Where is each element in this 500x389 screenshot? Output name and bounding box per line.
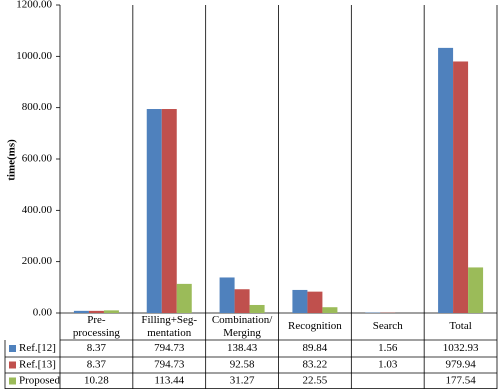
x-tick-label: Total — [449, 320, 472, 332]
legend-label: Ref.[13] — [19, 359, 56, 371]
table-value: 92.58 — [230, 359, 255, 371]
y-tick-label: 400.00 — [22, 204, 53, 216]
table-value: 89.84 — [303, 342, 328, 354]
table-value: 794.73 — [154, 342, 185, 354]
y-tick-label: 800.00 — [22, 101, 53, 113]
bar — [73, 310, 89, 313]
y-tick-label: 1000.00 — [16, 50, 52, 62]
legend-label: Ref.[12] — [19, 342, 56, 354]
table-value: 10.28 — [84, 375, 109, 387]
table-value: 113.44 — [154, 375, 184, 387]
legend-swatch — [9, 345, 16, 352]
bar — [234, 289, 250, 313]
x-tick-label: Combination/ Merging — [211, 313, 273, 339]
table-value: 1032.93 — [443, 342, 479, 354]
y-tick-label: 600.00 — [22, 153, 53, 165]
legend-swatch — [9, 361, 16, 369]
y-tick-label: 1200.00 — [16, 0, 52, 11]
table-value: 22.55 — [303, 375, 328, 387]
bar — [322, 307, 338, 313]
table-value: 8.37 — [87, 342, 107, 354]
bar — [307, 291, 323, 313]
table-value: 177.54 — [445, 375, 476, 387]
bar — [249, 304, 265, 313]
bar — [453, 61, 469, 313]
bar — [176, 283, 192, 313]
table-value: 1.56 — [378, 342, 398, 354]
bar — [438, 47, 454, 314]
table-value: 83.22 — [303, 359, 328, 371]
y-tick-label: 0.00 — [33, 307, 53, 319]
x-tick-label: Pre- processing — [72, 313, 120, 339]
bar — [103, 310, 119, 313]
y-axis-label: time(ms) — [6, 139, 18, 181]
bar — [219, 277, 235, 313]
x-tick-label: Search — [372, 320, 403, 332]
bar — [146, 109, 162, 313]
table-value: 794.73 — [154, 359, 185, 371]
bar — [88, 310, 104, 313]
table-value: 8.37 — [87, 359, 107, 371]
table-value: 31.27 — [230, 375, 255, 387]
table-value: 138.43 — [227, 342, 258, 354]
bar — [292, 289, 308, 313]
legend-label: Proposed — [19, 375, 60, 387]
bar — [468, 267, 484, 313]
x-tick-label: Filling+Seg- mentation — [141, 313, 198, 339]
table-value: 1.03 — [378, 359, 398, 371]
bar — [161, 109, 177, 313]
legend-swatch — [9, 377, 16, 385]
table-value: 979.94 — [445, 359, 476, 371]
y-tick-label: 200.00 — [22, 255, 53, 267]
x-tick-label: Recognition — [288, 320, 342, 332]
